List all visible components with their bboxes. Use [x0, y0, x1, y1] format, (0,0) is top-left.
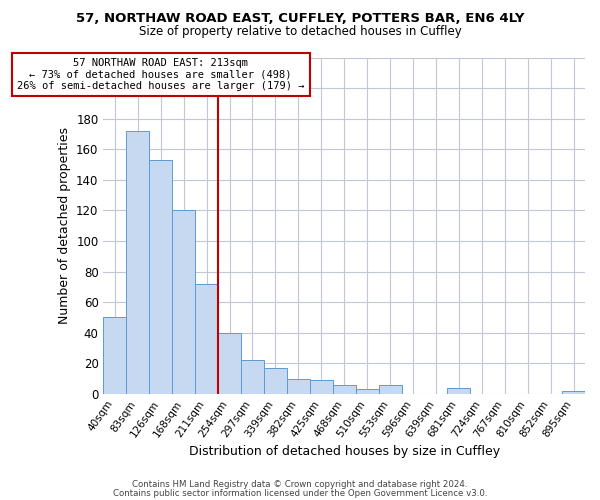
Bar — [241, 360, 264, 394]
Bar — [149, 160, 172, 394]
Text: 57, NORTHAW ROAD EAST, CUFFLEY, POTTERS BAR, EN6 4LY: 57, NORTHAW ROAD EAST, CUFFLEY, POTTERS … — [76, 12, 524, 26]
Bar — [264, 368, 287, 394]
Bar — [310, 380, 333, 394]
X-axis label: Distribution of detached houses by size in Cuffley: Distribution of detached houses by size … — [188, 444, 500, 458]
Bar — [103, 318, 127, 394]
Bar — [448, 388, 470, 394]
Bar — [195, 284, 218, 394]
Text: Size of property relative to detached houses in Cuffley: Size of property relative to detached ho… — [139, 25, 461, 38]
Bar — [127, 131, 149, 394]
Bar — [218, 332, 241, 394]
Text: Contains public sector information licensed under the Open Government Licence v3: Contains public sector information licen… — [113, 488, 487, 498]
Bar — [356, 390, 379, 394]
Bar — [172, 210, 195, 394]
Y-axis label: Number of detached properties: Number of detached properties — [58, 127, 71, 324]
Bar — [562, 391, 585, 394]
Bar — [287, 378, 310, 394]
Text: 57 NORTHAW ROAD EAST: 213sqm
← 73% of detached houses are smaller (498)
26% of s: 57 NORTHAW ROAD EAST: 213sqm ← 73% of de… — [17, 58, 304, 91]
Bar — [379, 384, 401, 394]
Text: Contains HM Land Registry data © Crown copyright and database right 2024.: Contains HM Land Registry data © Crown c… — [132, 480, 468, 489]
Bar — [333, 384, 356, 394]
